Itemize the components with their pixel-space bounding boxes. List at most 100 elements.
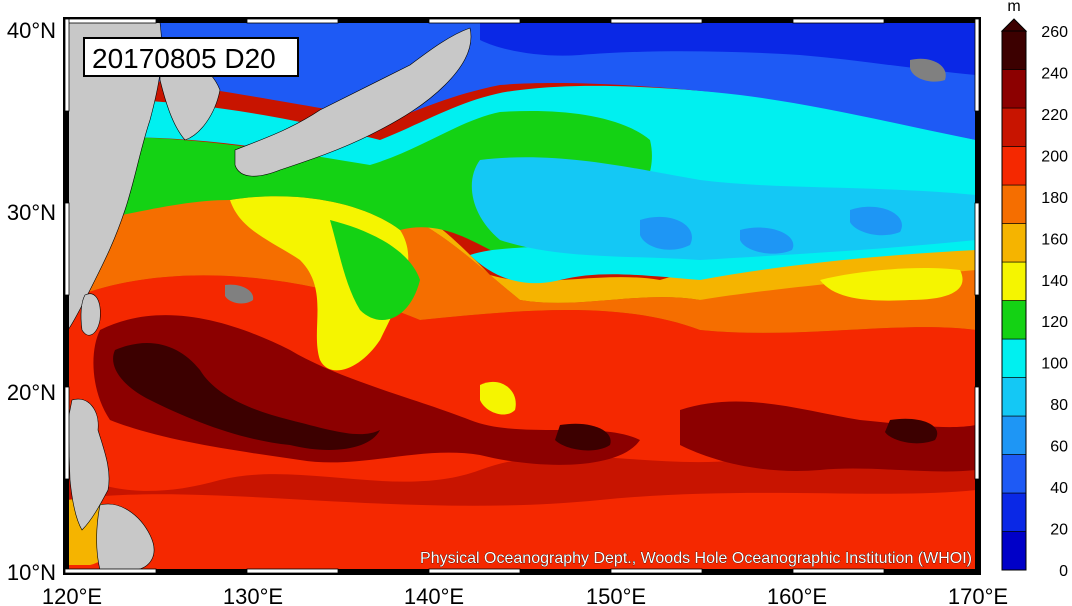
latitude-tick-labels: 40°N 30°N 20°N 10°N [7,18,56,585]
frame-outer [63,17,981,575]
colorbar-tick-label: 20 [1050,522,1068,539]
colorbar-tick-label: 220 [1041,107,1068,124]
frame-seg-top-6 [520,19,611,23]
land-taiwan [80,293,101,336]
lon-tick-label: 150°E [586,584,646,606]
lat-tick-label: 20°N [7,380,56,405]
frame-seg-top-2 [156,19,247,23]
contour-120-spot [480,381,516,415]
colorbar-swatch [1001,146,1027,186]
colorbar-tick-label: 140 [1041,273,1068,290]
colorbar-tick-label: 260 [1041,24,1068,41]
contour-100-tongue [330,220,420,320]
lon-tick-label: 170°E [948,584,1008,606]
frame-seg-right-2 [975,111,979,203]
colorbar-swatch [1001,184,1027,224]
land-philippines [68,398,110,531]
frame-seg-left-2 [65,111,69,203]
colorbar-tick-label: 100 [1041,356,1068,373]
frame-seg-bottom-10 [884,569,979,573]
contour-240-spot-east [555,423,611,451]
frame-seg-top-9 [792,18,885,24]
frame-seg-top-5 [428,18,521,24]
lon-tick-label: 160°E [767,584,827,606]
frame-seg-bottom-7 [610,568,703,574]
colorbar-swatch [1001,377,1027,417]
frame-seg-left-1 [64,18,70,112]
colorbar-tick-label: 80 [1050,397,1068,414]
frame-seg-bottom-8 [702,569,793,573]
colorbar-swatch [1001,338,1027,378]
frame-seg-right-1 [974,18,980,112]
frame-seg-top-1 [64,18,157,24]
land-japan [234,27,472,177]
contour-0-north [480,22,976,75]
frame-seg-right-3 [974,202,980,296]
colorbar-swatch [1001,107,1027,147]
colorbar-swatch [1001,223,1027,263]
colorbar-tick-label: 40 [1050,480,1068,497]
lon-tick-label: 120°E [42,584,102,606]
colorbar-tick-label: 0 [1059,563,1068,580]
contour-220-east [680,401,976,472]
lon-tick-label: 130°E [223,584,283,606]
missing-data-patch [225,284,254,304]
colorbar-swatch [1001,261,1027,301]
frame-seg-right-6 [975,479,979,573]
frame-seg-left-4 [65,295,69,387]
contour-60-patches [471,157,976,260]
frame-seg-bottom-4 [338,569,429,573]
map-frame [63,17,981,575]
colorbar-tick-label: 180 [1041,190,1068,207]
colorbar-swatch [1001,30,1027,70]
colorbar-overflow-triangle [1000,18,1028,32]
frame-seg-bottom-3 [246,568,339,574]
frame-seg-bottom-6 [520,569,611,573]
colorbar-outline [1001,30,1027,571]
frame-seg-top-8 [702,19,793,23]
map-plot-area: 20170805 D20 Physical Oceanography Dept.… [68,22,976,570]
frame-seg-bottom-1 [64,568,157,574]
frame-seg-left-3 [64,202,70,296]
missing-data-east [910,58,946,82]
contour-120-east [820,268,963,301]
lat-tick-label: 40°N [7,18,56,43]
lon-tick-label: 140°E [404,584,464,606]
longitude-tick-labels: 120°E 130°E 140°E 150°E 160°E 170°E [42,584,1008,606]
frame-seg-top-4 [338,19,429,23]
frame-seg-right-4 [975,295,979,387]
colorbar-tick-label: 200 [1041,148,1068,165]
contour-180-lower [68,490,976,570]
colorbar-swatch [1001,454,1027,494]
colorbar-swatch [1001,531,1027,571]
d20-contour-fills [68,22,976,570]
frame-seg-top-10 [884,19,979,23]
colorbar-tick-label: 60 [1050,439,1068,456]
frame-seg-left-6 [65,479,69,573]
frame-seg-bottom-5 [428,568,521,574]
title-box [83,37,299,77]
colorbar-unit-label: m [1007,0,1020,15]
frame-seg-top-7 [610,18,703,24]
frame-seg-left-5 [64,386,70,480]
map-title: 20170805 D20 [92,43,276,74]
lat-tick-label: 30°N [7,200,56,225]
colorbar-tick-label: 160 [1041,231,1068,248]
colorbar-swatches [1001,30,1027,571]
frame-seg-bottom-9 [792,568,885,574]
frame-seg-bottom-2 [156,569,247,573]
contour-140-band [68,179,976,303]
colorbar-swatch [1001,69,1027,109]
colorbar-tick-label: 120 [1041,314,1068,331]
contour-240-core [113,342,380,450]
frame-seg-right-5 [974,386,980,480]
land-masses [68,22,946,570]
frame-seg-top-3 [246,18,339,24]
lat-tick-label: 10°N [7,560,56,585]
data-credit: Physical Oceanography Dept., Woods Hole … [420,550,972,567]
land-philippines-south [96,503,155,570]
colorbar-swatch [1001,300,1027,340]
